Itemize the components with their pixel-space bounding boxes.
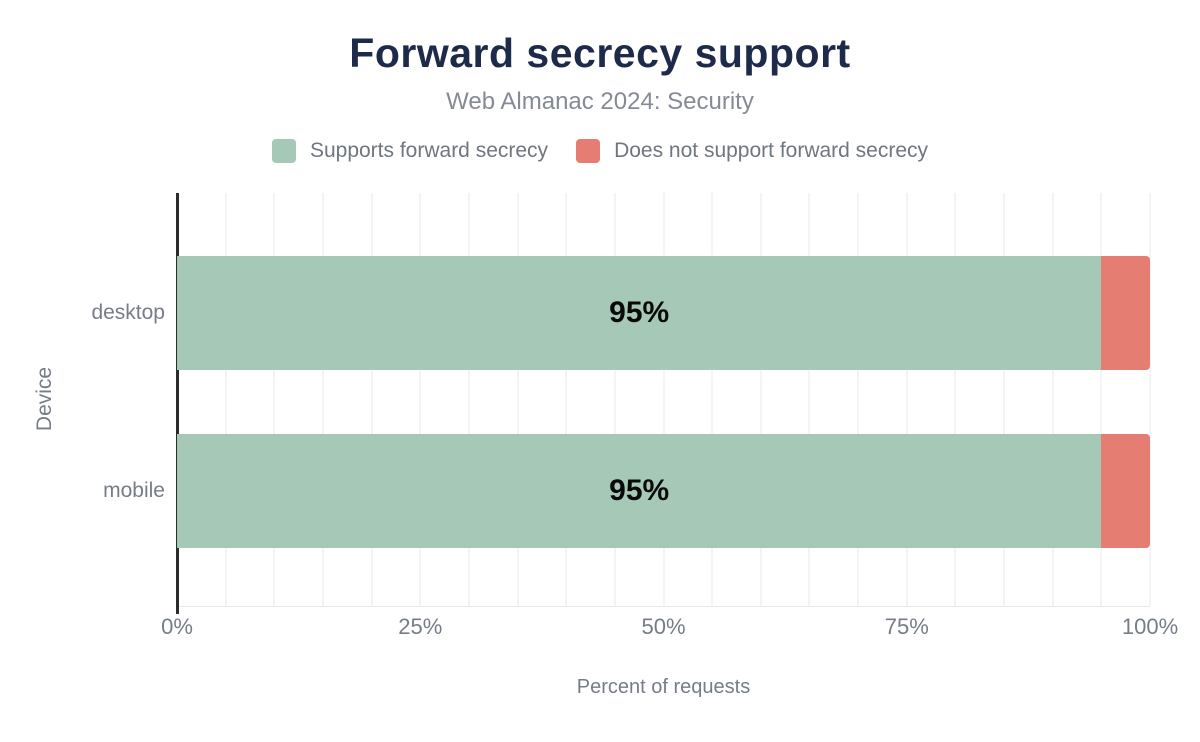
x-tick-label-50: 50% (641, 614, 686, 639)
y-category-label-desktop: desktop (91, 301, 165, 324)
x-tick-label-0: 0% (161, 614, 193, 639)
legend: Supports forward secrecy Does not suppor… (0, 139, 1200, 163)
bar-value-label-desktop: 95% (609, 296, 670, 329)
bar-segment-does-not-support-mobile[interactable] (1101, 434, 1150, 548)
y-category-labels: desktop mobile (0, 193, 165, 606)
x-tick-label-25: 25% (398, 614, 443, 639)
legend-swatch-supports-icon (271, 139, 296, 163)
bar-segment-does-not-support-desktop[interactable] (1101, 256, 1150, 370)
chart-subtitle: Web Almanac 2024: Security (446, 88, 754, 115)
x-tick-label-75: 75% (884, 614, 929, 639)
legend-label-does-not-support: Does not support forward secrecy (614, 139, 929, 162)
x-tick-label-100: 100% (1121, 614, 1179, 639)
bar-row-desktop: 95% (177, 256, 1150, 370)
y-axis-line (176, 193, 179, 614)
x-axis-title: Percent of requests (576, 676, 751, 698)
legend-item-supports[interactable]: Supports forward secrecy (271, 139, 549, 163)
x-axis-baseline (177, 606, 1150, 607)
legend-item-does-not-support[interactable]: Does not support forward secrecy (576, 139, 928, 163)
legend-swatch-does-not-support-icon (576, 139, 601, 163)
bar-value-label-mobile: 95% (609, 474, 670, 507)
plot-area: 95% 95% (176, 193, 1151, 614)
bar-segment-supports-mobile[interactable] (177, 434, 1102, 548)
chart-title: Forward secrecy support (349, 30, 851, 76)
bar-segment-supports-desktop[interactable] (177, 256, 1102, 370)
bar-row-mobile: 95% (177, 434, 1150, 548)
y-category-label-mobile: mobile (103, 479, 165, 502)
legend-label-supports: Supports forward secrecy (309, 139, 549, 162)
x-axis-tick-labels: 0% 25% 50% 75% 100% (161, 614, 1178, 642)
y-axis-title: Device (33, 366, 56, 432)
